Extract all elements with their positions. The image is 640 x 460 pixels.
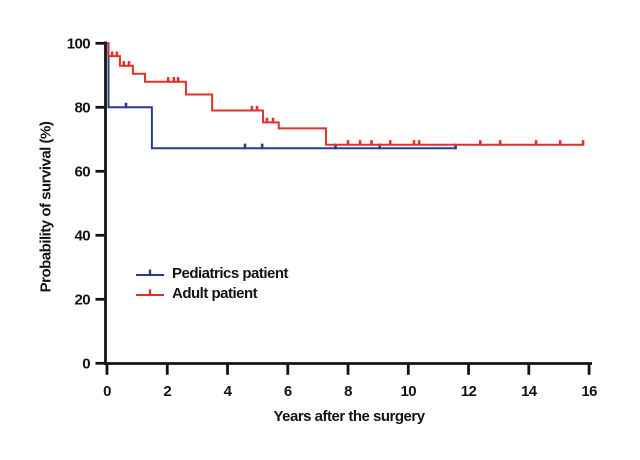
legend-item-pediatrics: Pediatrics patient [135,263,289,283]
x-tick-label: 16 [581,383,597,400]
x-tick-label: 0 [103,383,111,400]
adult-line-sample-icon [136,289,164,296]
legend-label-adult: Adult patient [172,284,258,302]
y-tick-label: 20 [75,292,91,309]
y-tick-label: 60 [75,164,91,181]
pediatrics-line-sample-icon [136,269,164,276]
x-tick-label: 10 [401,383,417,400]
y-tick-label: 40 [75,228,91,245]
x-axis-title: Years after the surgery [273,408,425,425]
survival-step-line [107,42,456,150]
y-tick-label: 100 [67,36,90,53]
x-tick-label: 12 [461,383,477,400]
legend-item-adult: Adult patient [135,283,288,303]
x-tick-label: 4 [224,383,233,400]
x-tick-label: 14 [521,383,538,400]
legend: Pediatrics patient Adult patient [135,263,289,303]
y-tick-label: 0 [82,356,90,373]
legend-label-pediatrics: Pediatrics patient [172,264,289,282]
y-axis-title: Probability of survival (%) [37,121,55,293]
survival-step-line [107,42,584,146]
x-tick-label: 2 [163,383,171,400]
y-tick-label: 80 [75,100,91,117]
x-tick-label: 6 [284,383,292,400]
x-tick-label: 8 [344,383,352,400]
